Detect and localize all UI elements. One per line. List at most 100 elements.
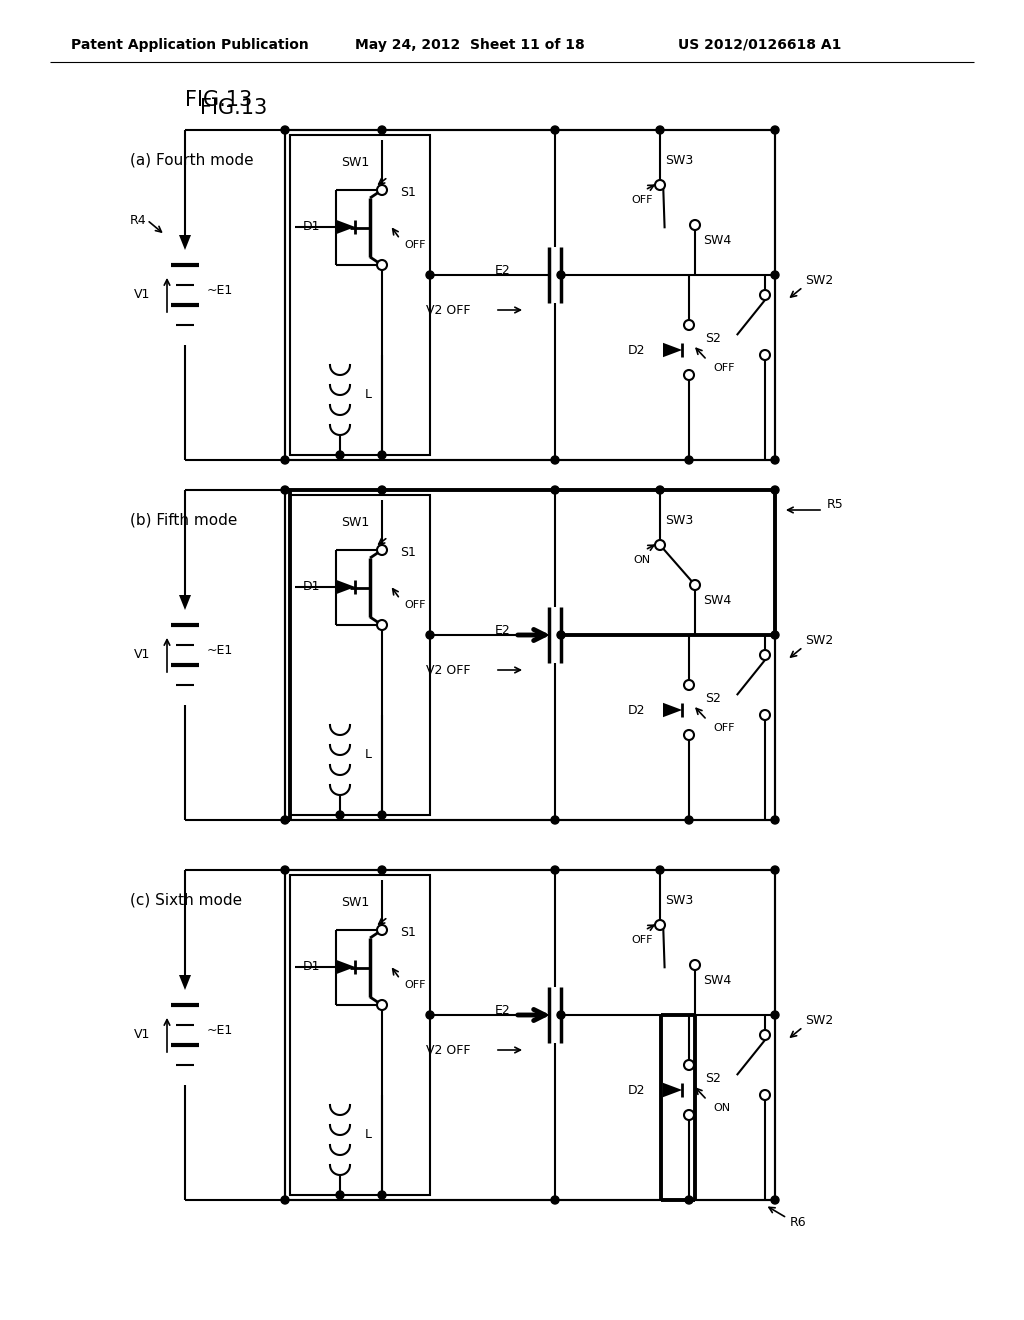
Circle shape	[760, 290, 770, 300]
Text: SW3: SW3	[665, 513, 693, 527]
Circle shape	[760, 649, 770, 660]
Polygon shape	[179, 595, 191, 610]
Circle shape	[771, 486, 779, 494]
Text: FIG.13: FIG.13	[185, 90, 252, 110]
Text: SW4: SW4	[703, 234, 731, 247]
Text: D1: D1	[302, 581, 319, 594]
Text: May 24, 2012  Sheet 11 of 18: May 24, 2012 Sheet 11 of 18	[355, 38, 585, 51]
Circle shape	[771, 1011, 779, 1019]
Circle shape	[551, 455, 559, 465]
Text: R6: R6	[790, 1216, 807, 1229]
Text: S2: S2	[705, 331, 721, 345]
Text: OFF: OFF	[404, 240, 426, 249]
Circle shape	[655, 180, 665, 190]
Polygon shape	[663, 702, 682, 717]
Text: V1: V1	[133, 1028, 150, 1041]
Circle shape	[690, 579, 700, 590]
Text: US 2012/0126618 A1: US 2012/0126618 A1	[678, 38, 842, 51]
Text: SW3: SW3	[665, 153, 693, 166]
Text: SW1: SW1	[341, 516, 369, 529]
Circle shape	[557, 631, 565, 639]
Text: R4: R4	[130, 214, 146, 227]
Circle shape	[551, 125, 559, 135]
Circle shape	[551, 866, 559, 874]
Circle shape	[760, 710, 770, 719]
Circle shape	[771, 816, 779, 824]
Text: S1: S1	[400, 546, 416, 560]
Circle shape	[771, 455, 779, 465]
Circle shape	[378, 1191, 386, 1199]
Circle shape	[336, 810, 344, 818]
Text: E2: E2	[495, 264, 510, 276]
Circle shape	[377, 620, 387, 630]
Bar	[285, 129, 775, 459]
Text: SW2: SW2	[805, 273, 834, 286]
Text: R5: R5	[827, 499, 844, 511]
Circle shape	[760, 350, 770, 360]
Text: ~E1: ~E1	[207, 644, 233, 656]
Circle shape	[685, 1196, 693, 1204]
Bar	[285, 490, 775, 820]
Circle shape	[655, 540, 665, 550]
Text: L: L	[365, 1129, 372, 1142]
Text: ~E1: ~E1	[207, 284, 233, 297]
Text: SW1: SW1	[341, 896, 369, 909]
Text: SW4: SW4	[703, 594, 731, 606]
Text: S1: S1	[400, 186, 416, 199]
Polygon shape	[179, 235, 191, 249]
Circle shape	[684, 319, 694, 330]
Circle shape	[684, 730, 694, 741]
Text: ON: ON	[713, 1104, 730, 1113]
Text: SW3: SW3	[665, 894, 693, 907]
Circle shape	[690, 220, 700, 230]
Circle shape	[655, 920, 665, 931]
Polygon shape	[663, 343, 682, 358]
Bar	[290, 875, 430, 1195]
Text: D2: D2	[628, 704, 645, 717]
Text: ON: ON	[634, 554, 650, 565]
Text: D2: D2	[628, 1084, 645, 1097]
Circle shape	[378, 866, 386, 874]
Circle shape	[551, 486, 559, 494]
Text: SW1: SW1	[341, 157, 369, 169]
Text: (a) Fourth mode: (a) Fourth mode	[130, 153, 254, 168]
Circle shape	[281, 486, 289, 494]
Polygon shape	[179, 975, 191, 990]
Circle shape	[684, 1060, 694, 1071]
Bar	[290, 495, 430, 814]
Circle shape	[378, 810, 386, 818]
Circle shape	[557, 271, 565, 279]
Circle shape	[377, 260, 387, 271]
Text: Patent Application Publication: Patent Application Publication	[71, 38, 309, 51]
Circle shape	[377, 925, 387, 935]
Text: V1: V1	[133, 648, 150, 661]
Polygon shape	[336, 220, 355, 234]
Text: S1: S1	[400, 927, 416, 940]
Text: D1: D1	[302, 961, 319, 974]
Text: V1: V1	[133, 289, 150, 301]
Text: S2: S2	[705, 1072, 721, 1085]
Circle shape	[281, 866, 289, 874]
Text: (b) Fifth mode: (b) Fifth mode	[130, 512, 238, 528]
Circle shape	[656, 866, 664, 874]
Circle shape	[551, 1196, 559, 1204]
Circle shape	[684, 1110, 694, 1119]
Circle shape	[378, 451, 386, 459]
Circle shape	[771, 125, 779, 135]
Circle shape	[377, 1001, 387, 1010]
Circle shape	[684, 370, 694, 380]
Circle shape	[281, 125, 289, 135]
Circle shape	[771, 271, 779, 279]
Circle shape	[760, 1090, 770, 1100]
Text: FIG.13: FIG.13	[200, 98, 267, 117]
Text: OFF: OFF	[631, 935, 652, 945]
Circle shape	[656, 486, 664, 494]
Polygon shape	[336, 960, 355, 974]
Circle shape	[281, 455, 289, 465]
Circle shape	[336, 451, 344, 459]
Text: SW2: SW2	[805, 1014, 834, 1027]
Text: OFF: OFF	[631, 195, 652, 205]
Text: OFF: OFF	[404, 979, 426, 990]
Circle shape	[685, 455, 693, 465]
Polygon shape	[663, 1082, 682, 1097]
